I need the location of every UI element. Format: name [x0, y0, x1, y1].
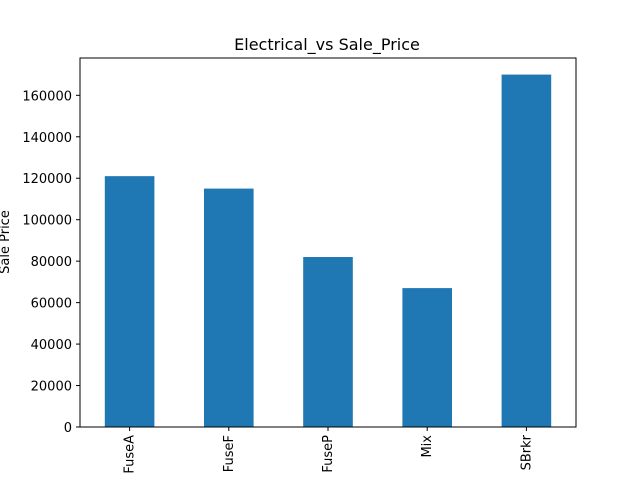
- y-tick-label: 160000: [22, 89, 72, 104]
- chart-title: Electrical_vs Sale_Price: [234, 35, 420, 55]
- x-axis: FuseA FuseF FuseP Mix SBrkr: [123, 427, 534, 474]
- x-tick-label: FuseF: [222, 435, 237, 472]
- bar-fusef: [204, 188, 254, 427]
- plot-frame: [79, 57, 577, 428]
- y-tick-label: 20000: [31, 380, 72, 395]
- y-tick-label: 60000: [31, 297, 72, 312]
- x-tick-label: Mix: [420, 435, 435, 458]
- y-axis-label: Sale Price: [0, 210, 13, 274]
- y-tick-label: 100000: [22, 214, 72, 229]
- x-tick-label: FuseA: [123, 435, 138, 474]
- y-tick-label: 40000: [31, 338, 72, 353]
- x-tick-label: SBrkr: [519, 434, 534, 470]
- y-tick-label: 0: [64, 421, 72, 436]
- y-tick-label: 80000: [31, 255, 72, 270]
- y-axis: 0 20000 40000 60000 80000 100000 120000 140000 1…: [22, 89, 80, 436]
- bar-fusep: [303, 257, 353, 427]
- x-tick-label: FuseP: [321, 435, 336, 473]
- bar-mix: [402, 288, 452, 427]
- bars-group: [104, 74, 552, 428]
- bar-fusea: [104, 176, 155, 427]
- bar-sbrkr: [501, 74, 552, 428]
- y-tick-label: 120000: [22, 172, 72, 187]
- y-tick-label: 140000: [22, 131, 72, 146]
